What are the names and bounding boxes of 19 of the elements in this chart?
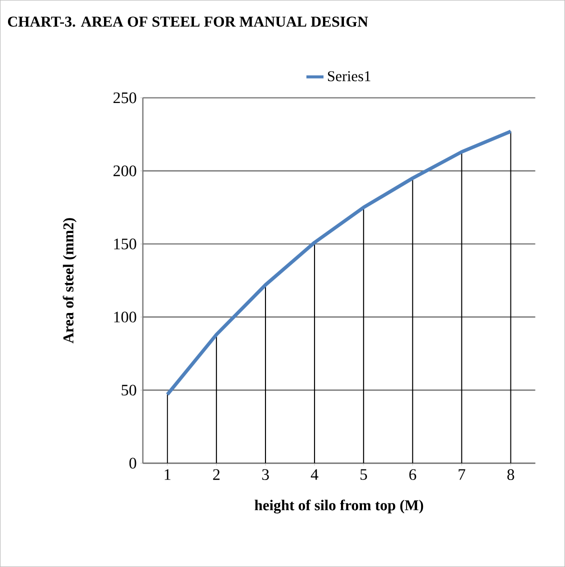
- x-tick-label: 1: [164, 469, 170, 480]
- y-tick-label: 100: [114, 312, 136, 322]
- y-tick-label: 50: [122, 384, 136, 396]
- y-tick-label: 0: [129, 458, 136, 469]
- x-tick-label: 6: [409, 469, 416, 480]
- chart-title: CHART-3. AREA OF STEEL FOR MANUAL DESIGN: [8, 16, 368, 27]
- x-tick-label: 4: [310, 469, 318, 480]
- y-tick-label: 200: [113, 165, 136, 176]
- y-tick-label: 250: [113, 92, 136, 104]
- legend-label: Series1: [328, 71, 370, 82]
- x-tick-label: 7: [458, 469, 466, 480]
- x-tick-label: 3: [262, 469, 269, 480]
- x-tick-label: 8: [507, 469, 514, 480]
- line-series: [166, 130, 512, 396]
- x-tick-label: 2: [213, 469, 220, 480]
- y-axis-title: Area of steel (mm2): [62, 218, 77, 344]
- x-tick-label: 5: [360, 469, 367, 480]
- y-tick-label: 150: [114, 238, 136, 250]
- x-axis-title: height of silo from top (M): [254, 500, 424, 514]
